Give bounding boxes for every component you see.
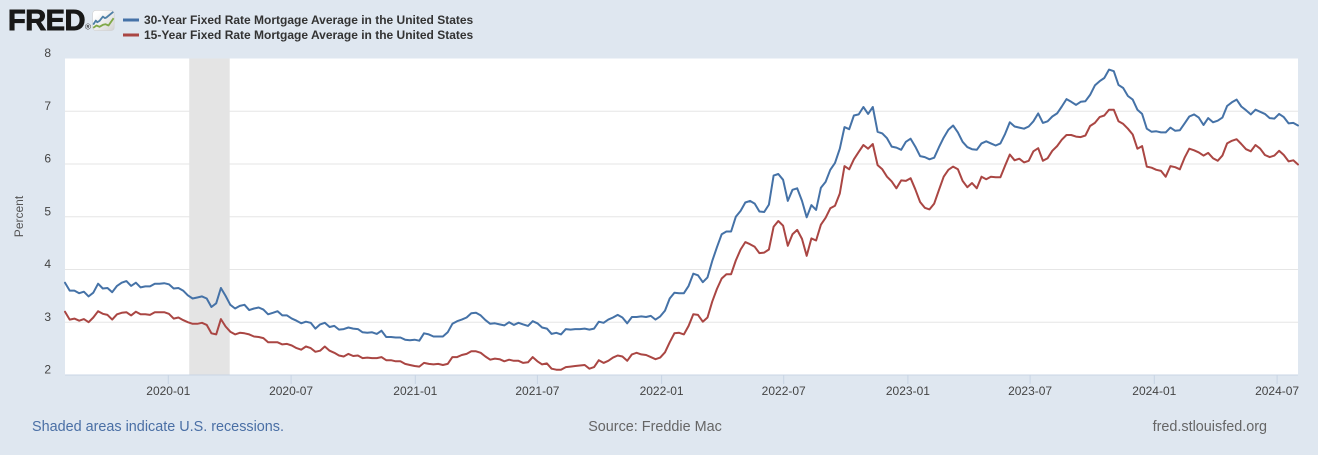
svg-text:2022-07: 2022-07 <box>762 384 806 398</box>
svg-text:15-Year Fixed Rate Mortgage Av: 15-Year Fixed Rate Mortgage Average in t… <box>144 28 474 42</box>
svg-text:2021-01: 2021-01 <box>393 384 437 398</box>
svg-text:2024-01: 2024-01 <box>1132 384 1176 398</box>
svg-text:8: 8 <box>44 46 51 60</box>
svg-text:fred.stlouisfed.org: fred.stlouisfed.org <box>1153 419 1267 435</box>
svg-text:2: 2 <box>44 363 51 377</box>
svg-text:®: ® <box>85 23 91 32</box>
svg-text:2023-07: 2023-07 <box>1008 384 1052 398</box>
svg-text:30-Year Fixed Rate Mortgage Av: 30-Year Fixed Rate Mortgage Average in t… <box>144 13 474 27</box>
svg-text:2022-01: 2022-01 <box>640 384 684 398</box>
svg-text:2024-07: 2024-07 <box>1255 384 1299 398</box>
svg-text:2023-01: 2023-01 <box>886 384 930 398</box>
svg-text:2020-01: 2020-01 <box>146 384 190 398</box>
svg-text:FRED: FRED <box>8 5 85 37</box>
svg-text:Percent: Percent <box>12 195 26 237</box>
svg-text:6: 6 <box>44 152 51 166</box>
svg-text:2021-07: 2021-07 <box>515 384 559 398</box>
svg-text:5: 5 <box>44 204 51 218</box>
svg-text:Shaded areas indicate U.S. rec: Shaded areas indicate U.S. recessions. <box>32 419 284 435</box>
svg-text:7: 7 <box>44 99 51 113</box>
svg-text:Source: Freddie Mac: Source: Freddie Mac <box>588 419 722 435</box>
svg-text:3: 3 <box>44 310 51 324</box>
svg-text:4: 4 <box>44 257 51 271</box>
svg-text:2020-07: 2020-07 <box>269 384 313 398</box>
